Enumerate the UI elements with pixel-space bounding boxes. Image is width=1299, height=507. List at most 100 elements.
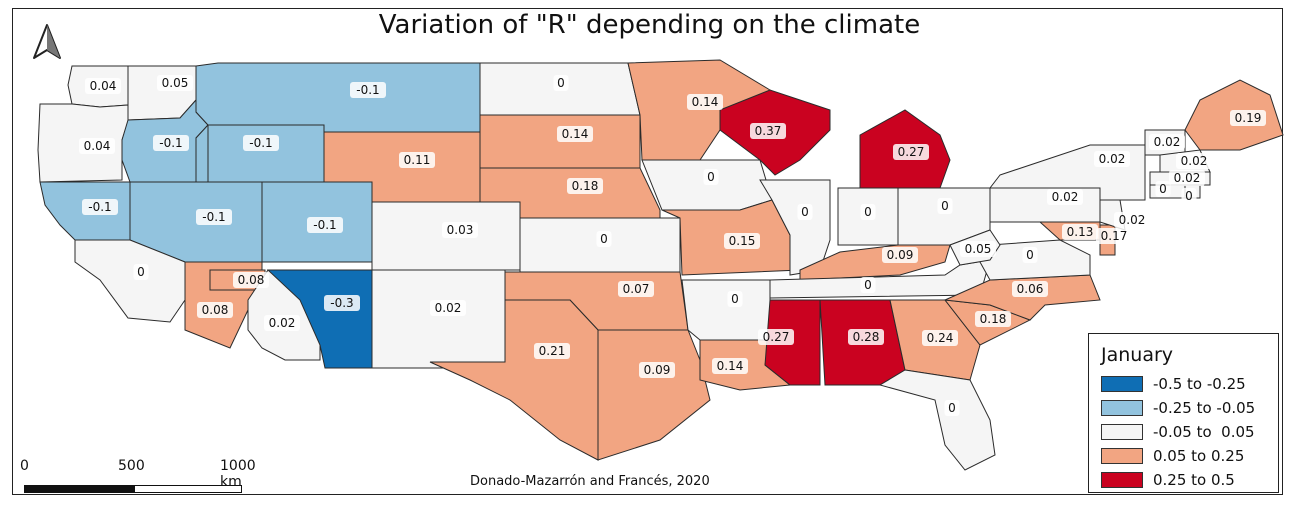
legend-label: -0.25 to -0.05 (1153, 399, 1256, 417)
legend-item: -0.25 to -0.05 (1101, 398, 1255, 418)
value-label-halo (534, 343, 570, 359)
legend-swatch (1101, 424, 1143, 440)
state-value-label: -0.1 (313, 218, 336, 232)
state-value-label: 0.09 (644, 363, 671, 377)
map-title: Variation of "R" depending on the climat… (378, 10, 921, 40)
state-value-label: 0.37 (755, 124, 782, 138)
state-value-label: 0.21 (539, 344, 566, 358)
state-region-wy-w (207, 124, 325, 183)
state-value-label: 0.18 (572, 179, 599, 193)
state-value-label: 0.09 (887, 248, 914, 262)
state-value-label: -0.1 (202, 210, 225, 224)
state-value-label: 0 (600, 232, 608, 246)
state-value-label: 0 (1026, 248, 1034, 262)
value-label-halo (1230, 110, 1266, 126)
value-label-halo (85, 78, 121, 94)
state-value-label: 0.02 (1119, 213, 1146, 227)
state-value-label: 0.18 (980, 312, 1007, 326)
state-region-fl (878, 369, 996, 471)
state-value-label: 0.28 (853, 330, 880, 344)
state-region-nm (371, 269, 506, 369)
state-value-label: 0.02 (1174, 171, 1201, 185)
value-label-halo (882, 247, 918, 263)
value-label-halo (975, 311, 1011, 327)
legend-item: -0.5 to -0.25 (1101, 374, 1246, 394)
state-value-label: -0.1 (249, 136, 272, 150)
value-label-halo (557, 126, 593, 142)
state-region-tx-e (597, 329, 711, 461)
value-label-halo (596, 231, 612, 247)
state-region-nc (943, 274, 1101, 321)
value-label-halo (860, 277, 876, 293)
state-value-label: 0 (707, 170, 715, 184)
value-label-halo (1094, 151, 1130, 167)
legend-label: -0.05 to 0.05 (1153, 423, 1255, 441)
value-label-halo (430, 300, 466, 316)
state-value-label: 0.04 (84, 139, 111, 153)
value-label-halo (937, 198, 953, 214)
scale-tick-label: 0 (20, 458, 29, 474)
value-label-halo (1062, 224, 1098, 240)
value-label-halo (1181, 188, 1197, 204)
scale-tick-label: 500 (118, 458, 145, 474)
value-label-halo (350, 82, 386, 98)
value-label-halo (703, 169, 719, 185)
legend-label: -0.5 to -0.25 (1153, 375, 1246, 393)
state-value-label: 0 (864, 278, 872, 292)
state-value-label: 0.03 (447, 223, 474, 237)
scale-bar: 0 500 1000 km (20, 458, 256, 498)
state-value-label: 0.27 (898, 145, 925, 159)
legend-item: 0.05 to 0.25 (1101, 446, 1244, 466)
value-label-halo (153, 135, 189, 151)
value-label-halo (1176, 153, 1212, 169)
state-region-tx (429, 299, 599, 461)
value-label-halo (1096, 228, 1132, 244)
value-label-halo (750, 123, 786, 139)
state-value-label: 0.02 (1154, 135, 1181, 149)
state-value-label: 0 (1159, 182, 1167, 196)
state-value-label: 0.02 (1052, 190, 1079, 204)
state-value-label: 0.14 (692, 95, 719, 109)
state-value-label: 0.24 (927, 331, 954, 345)
state-value-label: 0.14 (717, 359, 744, 373)
value-label-halo (196, 209, 232, 225)
state-value-label: 0.02 (435, 301, 462, 315)
value-label-halo (1047, 189, 1083, 205)
value-label-halo (639, 362, 675, 378)
state-value-label: 0 (137, 265, 145, 279)
value-label-halo (712, 358, 748, 374)
legend-title: January (1101, 344, 1174, 366)
value-label-halo (724, 233, 760, 249)
value-label-halo (82, 199, 118, 215)
value-label-halo (264, 315, 300, 331)
value-label-halo (399, 152, 435, 168)
legend-swatch (1101, 472, 1143, 488)
state-region-ar (681, 279, 771, 341)
state-value-label: 0 (1185, 189, 1193, 203)
value-label-halo (1022, 247, 1038, 263)
value-label-halo (1155, 181, 1171, 197)
value-label-halo (797, 204, 813, 220)
legend-label: 0.05 to 0.25 (1153, 447, 1245, 465)
state-value-label: 0.05 (162, 76, 189, 90)
value-label-halo (1114, 212, 1150, 228)
state-value-label: 0.11 (404, 153, 431, 167)
value-label-halo (1012, 281, 1048, 297)
value-label-halo (618, 281, 654, 297)
value-label-halo (567, 178, 603, 194)
state-value-label: 0.19 (1235, 111, 1262, 125)
state-value-label: 0.05 (965, 242, 992, 256)
value-label-halo (860, 204, 876, 220)
state-value-label: 0 (941, 199, 949, 213)
map-frame (12, 8, 1283, 495)
state-value-label: 0.27 (763, 330, 790, 344)
state-region-pa (989, 187, 1101, 223)
value-label-halo (1149, 134, 1185, 150)
value-label-halo (848, 329, 884, 345)
value-label-halo (233, 272, 269, 288)
state-value-label: -0.1 (159, 136, 182, 150)
value-label-halo (324, 295, 360, 311)
value-label-halo (197, 302, 233, 318)
scale-bar-black-segment (24, 485, 136, 493)
state-value-label: 0.02 (269, 316, 296, 330)
